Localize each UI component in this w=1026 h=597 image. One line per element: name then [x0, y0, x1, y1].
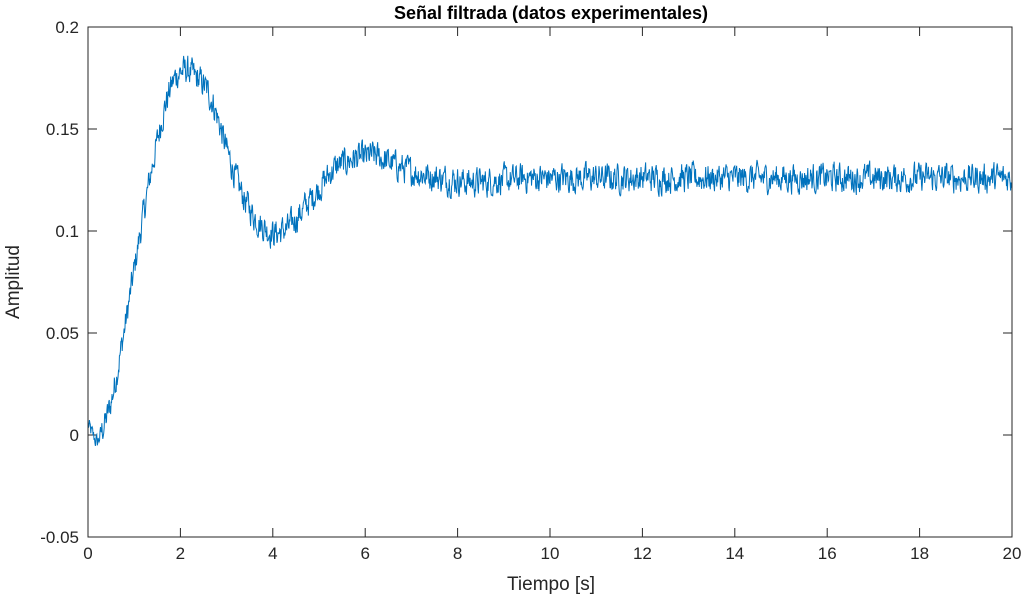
x-tick-label: 16	[818, 544, 837, 563]
y-tick-label: 0.1	[55, 222, 79, 241]
x-tick-label: 20	[1003, 544, 1022, 563]
chart-title: Señal filtrada (datos experimentales)	[394, 3, 708, 23]
y-tick-label: -0.05	[40, 528, 79, 547]
x-tick-label: 0	[83, 544, 92, 563]
x-tick-label: 6	[360, 544, 369, 563]
series-layer	[87, 55, 1013, 446]
y-tick-label: 0.05	[46, 324, 79, 343]
x-tick-label: 10	[541, 544, 560, 563]
plot-area	[88, 27, 1012, 537]
x-tick-label: 14	[725, 544, 744, 563]
plot-box	[87, 26, 1013, 538]
x-axis-label: Tiempo [s]	[507, 574, 595, 595]
y-tick-label: 0.2	[55, 18, 79, 37]
x-tick-label: 18	[910, 544, 929, 563]
x-tick-label: 2	[176, 544, 185, 563]
x-tick-label: 8	[453, 544, 462, 563]
series-line	[87, 55, 1013, 446]
y-axis-label: Amplitud	[3, 245, 24, 319]
x-tick-label: 4	[268, 544, 277, 563]
y-tick-label: 0.15	[46, 120, 79, 139]
y-tick-label: 0	[70, 426, 79, 445]
x-tick-label: 12	[633, 544, 652, 563]
